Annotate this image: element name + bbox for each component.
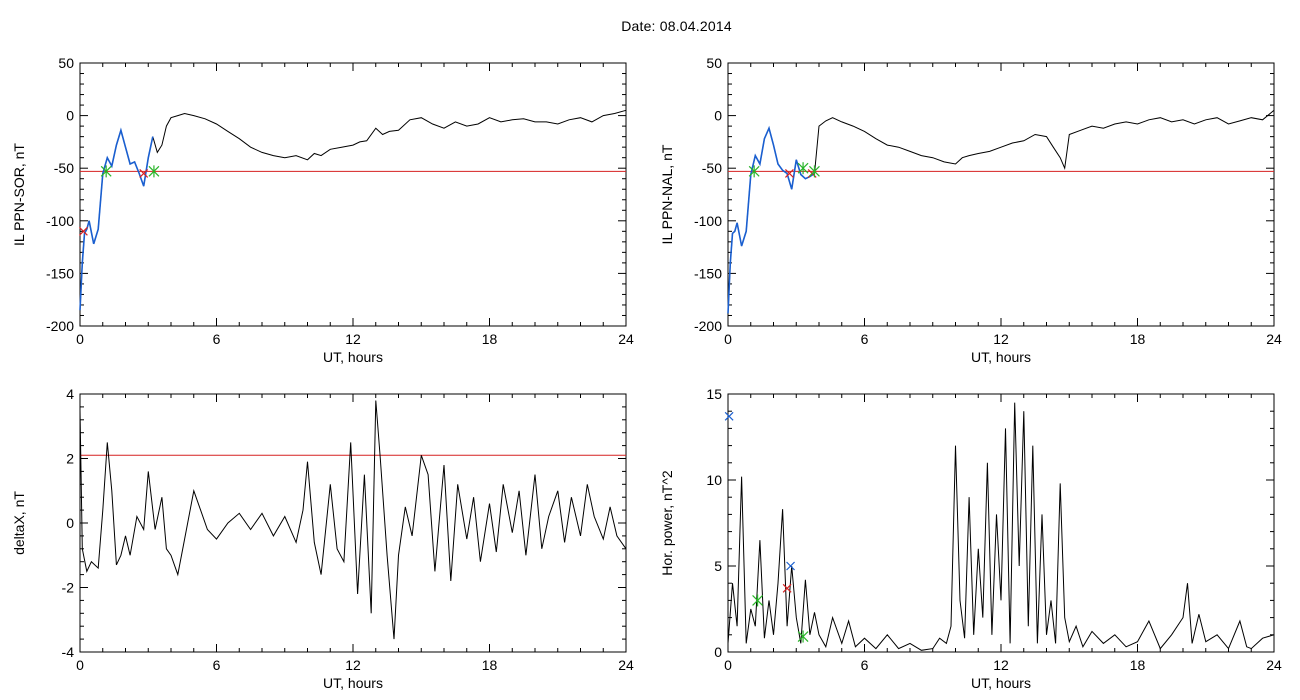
y-tick-label: -100 (46, 213, 74, 229)
highlighted-segment (79, 127, 154, 311)
y-tick-label: -150 (46, 265, 74, 281)
green-marker (797, 162, 809, 175)
x-tick-label: 6 (861, 331, 869, 347)
plot-frame (727, 393, 1275, 653)
red-marker (78, 226, 88, 236)
green-marker (809, 165, 820, 178)
x-tick-label: 12 (993, 331, 1009, 347)
y-tick-label: 0 (714, 644, 722, 660)
green-marker (748, 165, 760, 178)
y-tick-label: 2 (66, 451, 74, 467)
x-axis-label: UT, hours (971, 675, 1031, 691)
red-marker (785, 169, 794, 178)
y-tick-label: -100 (694, 213, 722, 229)
plot-frame (79, 393, 627, 653)
y-tick-label: 50 (706, 55, 722, 71)
green-marker (797, 630, 809, 643)
red-marker (782, 583, 792, 593)
y-axis-label: Hor. power, nT^2 (659, 470, 675, 576)
x-tick-label: 18 (482, 657, 498, 673)
y-tick-label: -200 (46, 318, 74, 334)
y-tick-label: 0 (66, 108, 74, 124)
y-tick-label: 10 (706, 472, 722, 488)
x-tick-label: 12 (345, 331, 361, 347)
y-tick-label: -150 (694, 265, 722, 281)
y-axis-label: IL PPN-NAL, nT (659, 144, 675, 244)
green-marker (100, 165, 112, 178)
x-tick-label: 24 (1266, 657, 1282, 673)
y-tick-label: -50 (54, 160, 74, 176)
blue-marker (786, 561, 795, 571)
y-tick-label: 4 (66, 386, 74, 402)
series-line (79, 109, 627, 311)
blue-marker (724, 411, 734, 421)
x-tick-label: 0 (76, 331, 84, 347)
y-tick-label: -2 (62, 580, 75, 596)
x-tick-label: 18 (482, 331, 498, 347)
y-tick-label: 5 (714, 558, 722, 574)
y-axis-label: IL PPN-SOR, nT (11, 143, 27, 246)
x-axis-label: UT, hours (971, 349, 1031, 365)
x-axis-label: UT, hours (323, 349, 383, 365)
green-marker (148, 165, 160, 178)
x-tick-label: 18 (1130, 657, 1146, 673)
x-tick-label: 12 (993, 657, 1009, 673)
chart-panel-2: 0 6 12 18 24 -200 -150 -100 -50 0 50 UT, hours IL PP… (659, 55, 1282, 365)
series-line (727, 109, 1275, 314)
x-tick-label: 12 (345, 657, 361, 673)
y-tick-label: -200 (694, 318, 722, 334)
plot-frame (727, 62, 1275, 327)
x-tick-label: 24 (618, 657, 634, 673)
x-tick-label: 6 (213, 331, 221, 347)
chart-panel-4: 0 6 12 18 24 0 5 10 15 UT, hours Hor. power, nT^2 (659, 386, 1282, 691)
chart-panel-1: 0 6 12 18 24 -200 -150 -100 -50 0 50 UT, hours IL PP… (11, 55, 634, 365)
y-tick-label: 15 (706, 386, 722, 402)
x-tick-label: 6 (213, 657, 221, 673)
x-tick-label: 0 (76, 657, 84, 673)
series-line (727, 402, 1275, 651)
x-tick-label: 0 (724, 657, 732, 673)
x-tick-label: 24 (1266, 331, 1282, 347)
green-marker (752, 594, 763, 607)
x-tick-label: 18 (1130, 331, 1146, 347)
series-line (79, 400, 627, 640)
page-title: Date: 08.04.2014 (621, 18, 732, 34)
y-tick-label: 50 (58, 55, 74, 71)
highlighted-segment (727, 125, 815, 314)
x-tick-label: 24 (618, 331, 634, 347)
y-tick-label: 0 (66, 515, 74, 531)
x-tick-label: 6 (861, 657, 869, 673)
x-axis-label: UT, hours (323, 675, 383, 691)
y-tick-label: -50 (702, 160, 722, 176)
y-axis-label: deltaX, nT (11, 491, 27, 555)
y-tick-label: -4 (62, 644, 75, 660)
plot-frame (79, 62, 627, 327)
y-tick-label: 0 (714, 108, 722, 124)
red-marker (139, 169, 149, 178)
x-tick-label: 0 (724, 331, 732, 347)
